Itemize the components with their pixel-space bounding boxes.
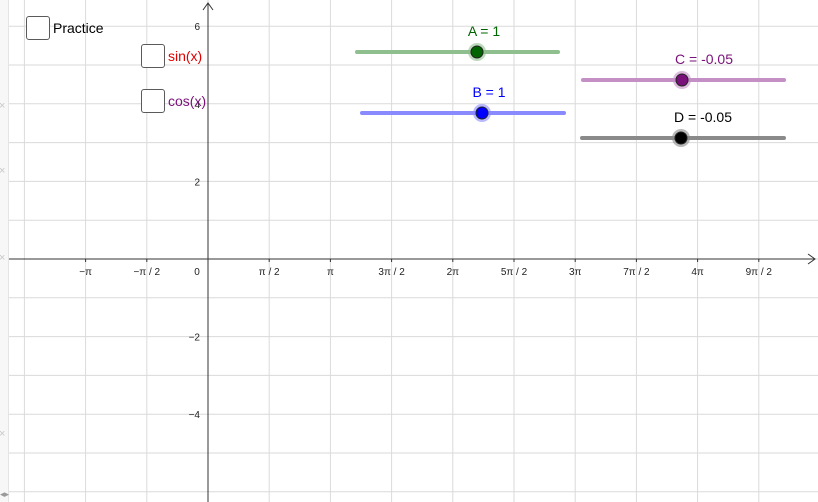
- left-panel-edge: × × × ×: [0, 0, 9, 502]
- y-tick-label: 2: [194, 177, 200, 188]
- x-tick-label: 9π / 2: [746, 267, 773, 278]
- x-tick-label: 5π / 2: [501, 267, 528, 278]
- slider-b-caption: B = 1: [472, 84, 506, 100]
- practice-checkbox[interactable]: Practice: [26, 16, 104, 40]
- tick-labels: −π −π / 2 0 π / 2 π 3π / 2 2π 5π / 2 3π 7π / 2 4π 9…: [79, 22, 772, 421]
- slider-b-knob[interactable]: [475, 106, 489, 120]
- sliders: [355, 43, 786, 147]
- x-tick-label: 7π / 2: [623, 267, 650, 278]
- x-axis-arrow-icon: [807, 253, 816, 265]
- cos-checkbox[interactable]: cos(x): [141, 89, 206, 113]
- x-tick-label: 2π: [447, 267, 460, 278]
- y-tick-label: −2: [189, 333, 201, 344]
- x-tick-label: π / 2: [259, 267, 280, 278]
- cos-checkbox-label: cos(x): [168, 93, 207, 109]
- x-tick-label: 4π: [691, 267, 704, 278]
- slider-a-caption: A = 1: [467, 23, 501, 39]
- x-tick-label: 0: [194, 267, 200, 278]
- panel-toggle-icon[interactable]: ◂▸: [0, 489, 10, 499]
- practice-checkbox-box[interactable]: [26, 16, 50, 40]
- y-tick-label: 4: [194, 100, 200, 111]
- collapse-icon[interactable]: ×: [0, 428, 6, 440]
- collapse-icon[interactable]: ×: [0, 165, 6, 177]
- collapse-icon[interactable]: ×: [0, 252, 6, 264]
- slider-d-knob[interactable]: [674, 131, 688, 145]
- x-tick-label: 3π: [569, 267, 582, 278]
- practice-checkbox-label: Practice: [53, 20, 104, 36]
- collapse-icon[interactable]: ×: [0, 100, 6, 112]
- y-tick-label: −4: [189, 410, 201, 421]
- x-tick-label: π: [327, 267, 334, 278]
- x-tick-label: 3π / 2: [378, 267, 405, 278]
- slider-c-knob[interactable]: [675, 73, 689, 87]
- y-tick-label: 6: [194, 22, 200, 33]
- sin-checkbox-label: sin(x): [168, 48, 203, 64]
- sin-checkbox[interactable]: sin(x): [141, 44, 202, 68]
- slider-d-caption: D = -0.05: [674, 109, 732, 125]
- x-tick-label: −π: [79, 267, 92, 278]
- sin-checkbox-box[interactable]: [141, 44, 165, 68]
- slider-c-caption: C = -0.05: [675, 51, 733, 67]
- slider-a-knob[interactable]: [470, 45, 484, 59]
- y-axis-arrow-icon: [202, 2, 214, 11]
- cos-checkbox-box[interactable]: [141, 89, 165, 113]
- x-tick-label: −π / 2: [133, 267, 160, 278]
